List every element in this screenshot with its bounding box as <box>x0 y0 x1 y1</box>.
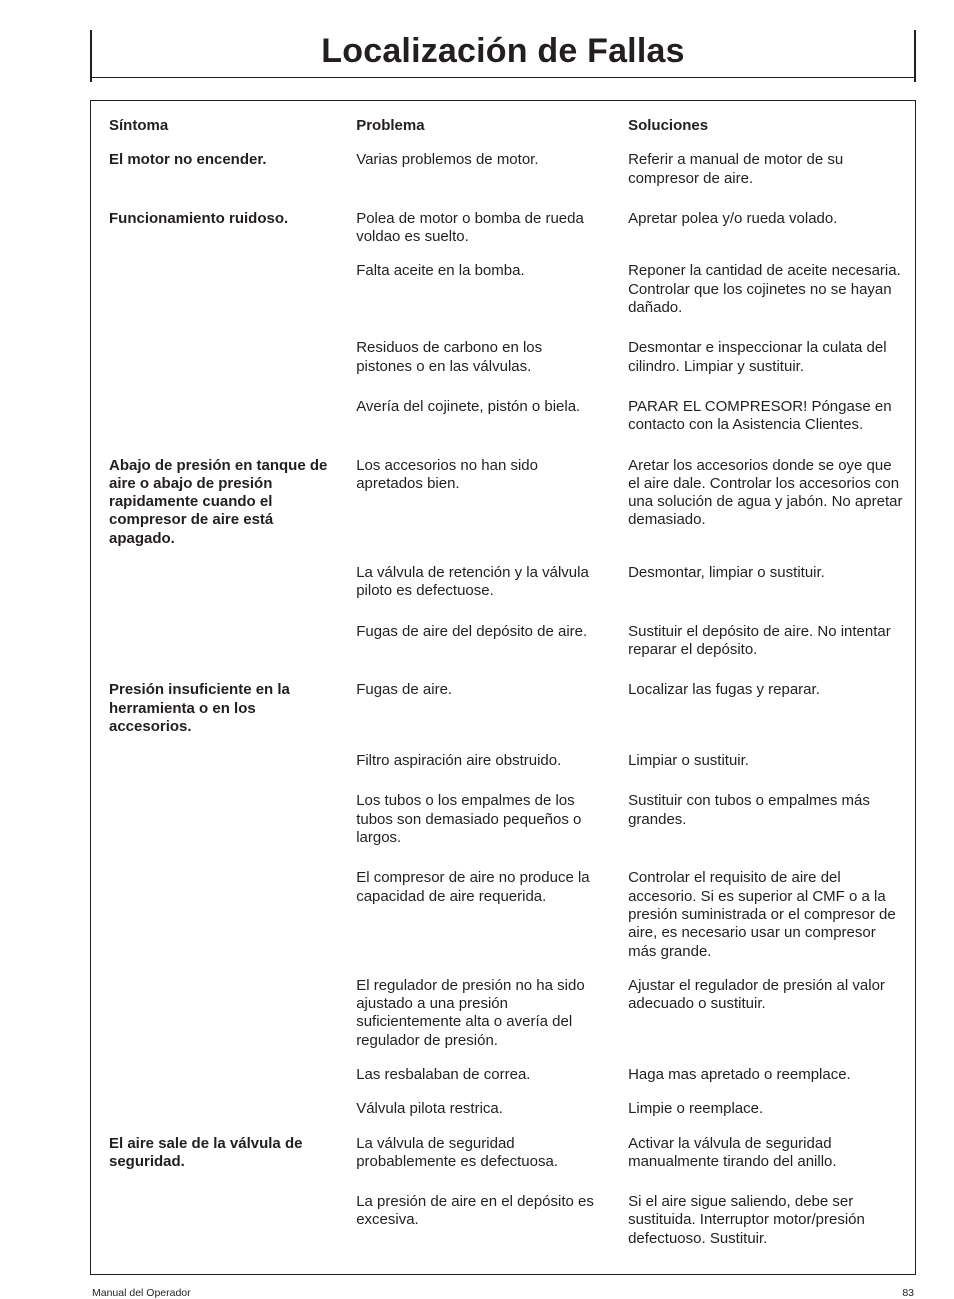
page-footer: Manual del Operador 83 <box>90 1287 916 1299</box>
col-header-symptom: Síntoma <box>91 109 338 143</box>
solution-cell: Desmontar e inspeccionar la culata del c… <box>610 331 915 384</box>
symptom-cell <box>91 1092 338 1126</box>
table-row: Las resbalaban de correa.Haga mas apreta… <box>91 1058 915 1092</box>
table-body: El motor no encender.Varias problemos de… <box>91 143 915 1256</box>
symptom-cell <box>91 556 338 609</box>
table-header-row: Síntoma Problema Soluciones <box>91 109 915 143</box>
table-row: Fugas de aire del depósito de aire.Susti… <box>91 615 915 668</box>
solution-cell: Controlar el requisito de aire del acces… <box>610 861 915 968</box>
symptom-cell <box>91 861 338 968</box>
problem-cell: Filtro aspiración aire obstruido. <box>338 744 610 778</box>
solution-cell: PARAR EL COMPRESOR! Póngase en contacto … <box>610 390 915 443</box>
problem-cell: La válvula de seguridad probablemente es… <box>338 1127 610 1180</box>
problem-cell: Falta aceite en la bomba. <box>338 254 610 325</box>
solution-cell: Desmontar, limpiar o sustituir. <box>610 556 915 609</box>
symptom-cell <box>91 615 338 668</box>
solution-cell: Ajustar el regulador de presión al valor… <box>610 969 915 1058</box>
problem-cell: Residuos de carbono en los pistones o en… <box>338 331 610 384</box>
problem-cell: La válvula de retención y la válvula pil… <box>338 556 610 609</box>
problem-cell: Los accesorios no han sido apretados bie… <box>338 449 610 556</box>
problem-cell: Fugas de aire del depósito de aire. <box>338 615 610 668</box>
solution-cell: Aretar los accesorios donde se oye que e… <box>610 449 915 556</box>
table-row: Abajo de presión en tanque de aire o aba… <box>91 449 915 556</box>
col-header-problem: Problema <box>338 109 610 143</box>
table-row: El aire sale de la válvula de seguridad.… <box>91 1127 915 1180</box>
solution-cell: Sustituir el depósito de aire. No intent… <box>610 615 915 668</box>
title-underline <box>90 77 916 78</box>
symptom-cell <box>91 254 338 325</box>
table-row: Avería del cojinete, pistón o biela.PARA… <box>91 390 915 443</box>
symptom-cell: Funcionamiento ruidoso. <box>91 202 338 255</box>
symptom-cell <box>91 1185 338 1256</box>
title-left-rule <box>90 30 92 82</box>
problem-cell: Fugas de aire. <box>338 673 610 744</box>
solution-cell: Reponer la cantidad de aceite necesaria.… <box>610 254 915 325</box>
solution-cell: Referir a manual de motor de su compreso… <box>610 143 915 196</box>
solution-cell: Si el aire sigue saliendo, debe ser sust… <box>610 1185 915 1256</box>
problem-cell: Los tubos o los empalmes de los tubos so… <box>338 784 610 855</box>
page-title: Localización de Fallas <box>90 30 916 77</box>
solution-cell: Limpie o reemplace. <box>610 1092 915 1126</box>
symptom-cell <box>91 744 338 778</box>
table-row: Falta aceite en la bomba.Reponer la cant… <box>91 254 915 325</box>
troubleshooting-table: Síntoma Problema Soluciones El motor no … <box>91 109 915 1256</box>
table-row: Los tubos o los empalmes de los tubos so… <box>91 784 915 855</box>
table-row: Funcionamiento ruidoso.Polea de motor o … <box>91 202 915 255</box>
table-row: Residuos de carbono en los pistones o en… <box>91 331 915 384</box>
symptom-cell <box>91 1058 338 1092</box>
solution-cell: Activar la válvula de seguridad manualme… <box>610 1127 915 1180</box>
problem-cell: Polea de motor o bomba de rueda voldao e… <box>338 202 610 255</box>
solution-cell: Limpiar o sustituir. <box>610 744 915 778</box>
table-row: Presión insuficiente en la herramienta o… <box>91 673 915 744</box>
troubleshooting-table-frame: Síntoma Problema Soluciones El motor no … <box>90 100 916 1275</box>
problem-cell: El regulador de presión no ha sido ajust… <box>338 969 610 1058</box>
table-row: La válvula de retención y la válvula pil… <box>91 556 915 609</box>
table-row: El regulador de presión no ha sido ajust… <box>91 969 915 1058</box>
symptom-cell: Abajo de presión en tanque de aire o aba… <box>91 449 338 556</box>
problem-cell: Las resbalaban de correa. <box>338 1058 610 1092</box>
symptom-cell <box>91 331 338 384</box>
solution-cell: Sustituir con tubos o empalmes más grand… <box>610 784 915 855</box>
symptom-cell <box>91 784 338 855</box>
page: Localización de Fallas Síntoma Problema … <box>0 0 954 1299</box>
table-row: Filtro aspiración aire obstruido.Limpiar… <box>91 744 915 778</box>
symptom-cell: Presión insuficiente en la herramienta o… <box>91 673 338 744</box>
problem-cell: El compresor de aire no produce la capac… <box>338 861 610 968</box>
symptom-cell <box>91 969 338 1058</box>
symptom-cell: El aire sale de la válvula de seguridad. <box>91 1127 338 1180</box>
solution-cell: Localizar las fugas y reparar. <box>610 673 915 744</box>
problem-cell: Avería del cojinete, pistón o biela. <box>338 390 610 443</box>
problem-cell: Varias problemos de motor. <box>338 143 610 196</box>
footer-right: 83 <box>902 1287 914 1299</box>
symptom-cell: El motor no encender. <box>91 143 338 196</box>
title-right-rule <box>914 30 916 82</box>
table-row: El compresor de aire no produce la capac… <box>91 861 915 968</box>
table-row: El motor no encender.Varias problemos de… <box>91 143 915 196</box>
col-header-solution: Soluciones <box>610 109 915 143</box>
solution-cell: Haga mas apretado o reemplace. <box>610 1058 915 1092</box>
table-row: La presión de aire en el depósito es exc… <box>91 1185 915 1256</box>
solution-cell: Apretar polea y/o rueda volado. <box>610 202 915 255</box>
title-block: Localización de Fallas <box>90 30 916 78</box>
footer-left: Manual del Operador <box>92 1287 191 1299</box>
symptom-cell <box>91 390 338 443</box>
problem-cell: La presión de aire en el depósito es exc… <box>338 1185 610 1256</box>
table-row: Válvula pilota restrica.Limpie o reempla… <box>91 1092 915 1126</box>
problem-cell: Válvula pilota restrica. <box>338 1092 610 1126</box>
